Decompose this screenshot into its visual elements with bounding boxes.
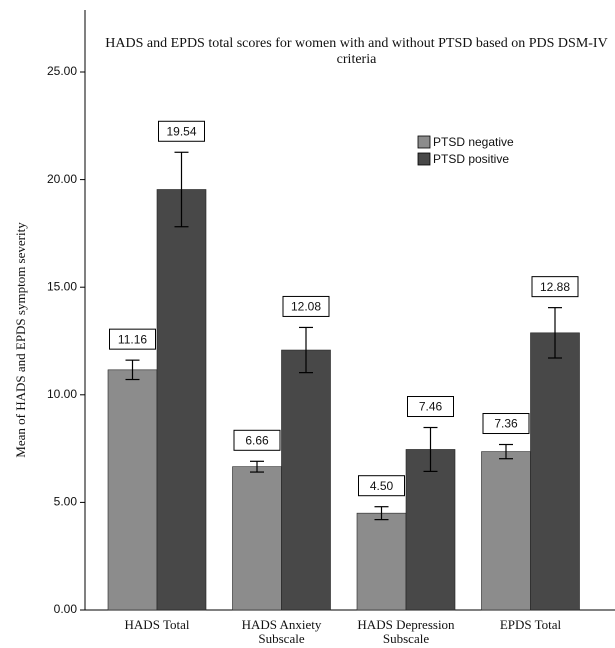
x-tick-label: EPDS Total [499, 617, 562, 632]
bar [156, 189, 207, 611]
value-label-box [531, 276, 579, 298]
value-label: 12.08 [291, 300, 321, 314]
y-tick-label: 10.00 [47, 387, 77, 401]
value-label: 19.54 [166, 124, 196, 138]
legend-swatch [417, 135, 431, 149]
y-tick-label: 5.00 [54, 495, 78, 509]
value-label: 4.50 [370, 479, 394, 493]
legend-swatch [417, 152, 431, 166]
value-label-box [358, 475, 405, 497]
x-tick-label: HADS Depression Subscale [357, 617, 455, 646]
value-label-box [482, 413, 530, 435]
bar [281, 349, 331, 611]
value-label: 12.88 [540, 280, 570, 294]
value-label-box [407, 396, 454, 418]
x-tick-label: HADS Anxiety Subscale [241, 617, 322, 646]
bar [481, 451, 531, 611]
y-tick-label: 20.00 [47, 172, 77, 186]
bar [107, 369, 158, 611]
value-label: 7.36 [494, 417, 518, 431]
legend-label: PTSD negative [433, 135, 514, 149]
chart-title: HADS and EPDS total scores for women wit… [105, 36, 608, 67]
y-tick-label: 0.00 [54, 602, 78, 616]
value-label-box [282, 295, 330, 317]
bar [356, 512, 407, 611]
value-label: 11.16 [118, 332, 147, 346]
value-label: 6.66 [245, 433, 269, 447]
bar [405, 449, 456, 611]
y-tick-label: 25.00 [47, 64, 77, 78]
y-tick-label: 15.00 [47, 279, 77, 293]
legend-label: PTSD positive [433, 152, 509, 166]
bar [530, 332, 580, 611]
x-tick-label: HADS Total [124, 617, 190, 632]
value-label-box [158, 120, 205, 142]
value-label-box [109, 328, 156, 350]
y-axis-label: Mean of HADS and EPDS symptom severity [13, 222, 28, 458]
bar [232, 466, 282, 611]
value-label-box [233, 429, 281, 451]
value-label: 7.46 [419, 400, 443, 414]
